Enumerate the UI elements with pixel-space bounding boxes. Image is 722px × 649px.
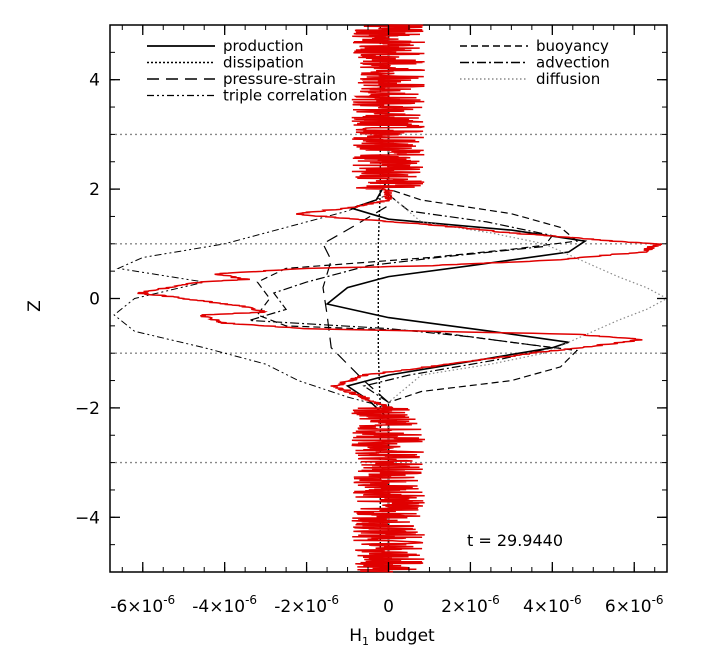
y-tick-label: 2 [89, 180, 100, 200]
x-tick-label: 4×10-6 [523, 593, 582, 617]
series-layer [113, 24, 669, 573]
legend-label: dissipation [223, 54, 304, 72]
legend-label: pressure-strain [223, 70, 336, 88]
x-axis-label-subscript: 1 [362, 635, 369, 648]
legend-label: triple correlation [223, 87, 347, 105]
legend-label: advection [536, 54, 610, 72]
time-annotation: t = 29.9440 [467, 531, 563, 550]
y-tick-label: 4 [89, 71, 100, 91]
x-tick-label: 0 [383, 597, 394, 617]
legend-label: production [223, 37, 304, 55]
x-axis-label: H1 budget [349, 626, 435, 648]
series-line-buoyancy [256, 25, 579, 572]
y-tick-label: 0 [89, 290, 100, 310]
series-line-production [325, 25, 588, 572]
x-tick-label: -4×10-6 [192, 593, 257, 617]
legend-label: diffusion [536, 70, 600, 88]
y-tick-label: −4 [75, 508, 100, 528]
series-line-advection [249, 25, 554, 572]
series-line-total [137, 24, 663, 573]
x-tick-label: 2×10-6 [441, 593, 500, 617]
x-tick-label: 6×10-6 [605, 593, 664, 617]
legend: productiondissipationpressure-straintrip… [147, 37, 610, 105]
legend-label: buoyancy [536, 37, 609, 55]
axis-ticks: −4 −2 0 2 4 -6×10-6 -4×10-6 -2×10-6 0 2×10-6 4×10-… [75, 24, 667, 617]
x-tick-label: -2×10-6 [274, 593, 339, 617]
y-tick-label: −2 [75, 399, 100, 419]
y-axis-label: Z [25, 300, 45, 312]
series-line-triple-correlation [113, 25, 389, 572]
x-tick-label: -6×10-6 [110, 593, 175, 617]
series-line-diffusion [387, 25, 669, 572]
